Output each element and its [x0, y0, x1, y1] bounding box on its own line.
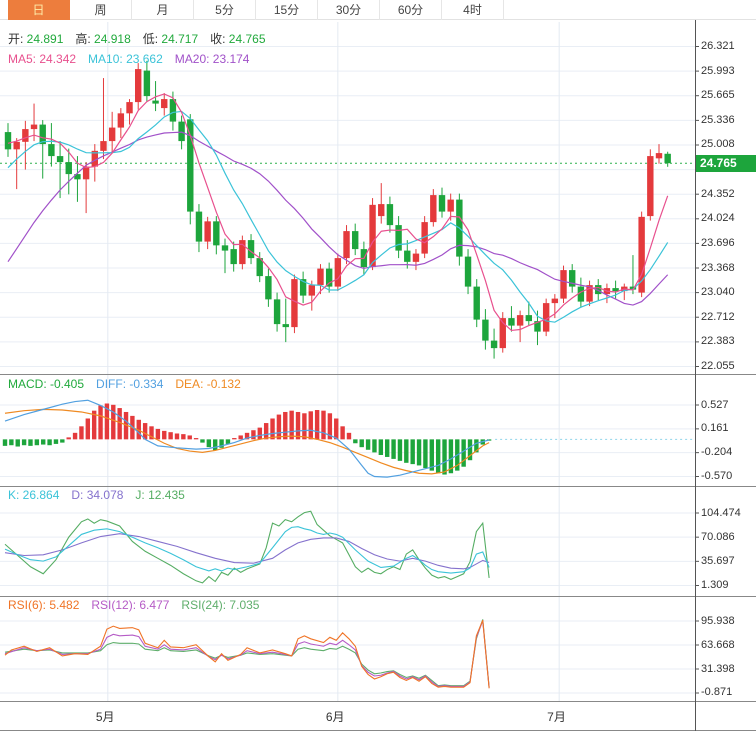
- tab-month[interactable]: 月: [132, 0, 194, 20]
- timeframe-tab-bar: 日周月 5分 15分 30分 60分 4时: [0, 0, 756, 20]
- tab-30min[interactable]: 30分: [318, 0, 380, 20]
- tab-4hour[interactable]: 4时: [442, 0, 504, 20]
- tab-5min[interactable]: 5分: [194, 0, 256, 20]
- tab-week[interactable]: 周: [70, 0, 132, 20]
- tab-60min[interactable]: 60分: [380, 0, 442, 20]
- tab-day[interactable]: 日: [8, 0, 70, 20]
- tab-15min[interactable]: 15分: [256, 0, 318, 20]
